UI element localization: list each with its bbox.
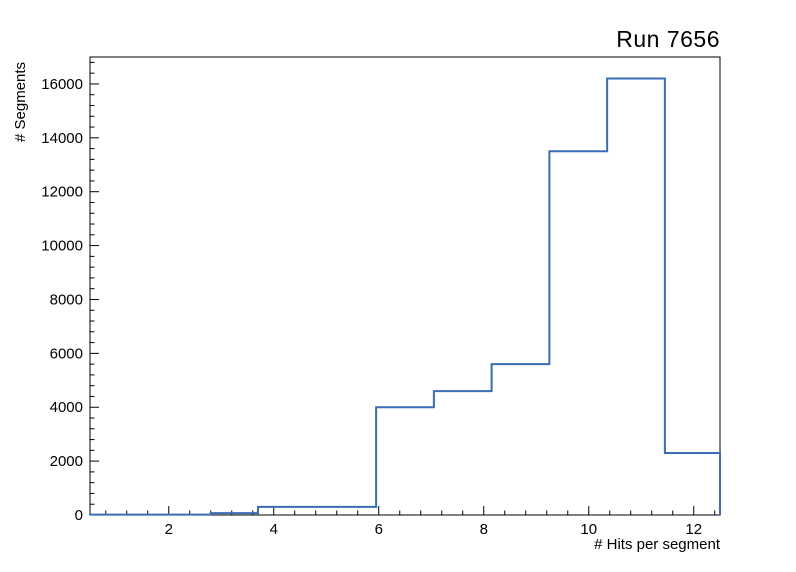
y-tick-label: 16000 xyxy=(41,76,83,93)
y-tick-label: 10000 xyxy=(41,238,83,255)
x-tick-label: 4 xyxy=(270,521,278,538)
x-axis-title: # Hits per segment xyxy=(594,536,720,553)
y-tick-label: 2000 xyxy=(50,453,83,470)
y-tick-label: 12000 xyxy=(41,184,83,201)
x-tick-label: 12 xyxy=(685,521,702,538)
chart-title: Run 7656 xyxy=(616,26,720,52)
x-tick-label: 10 xyxy=(580,521,597,538)
y-tick-label: 4000 xyxy=(50,399,83,416)
y-tick-label: 6000 xyxy=(50,345,83,362)
y-tick-label: 0 xyxy=(75,507,83,524)
x-tick-label: 2 xyxy=(165,521,173,538)
y-tick-label: 8000 xyxy=(50,291,83,308)
y-axis-title: # Segments xyxy=(12,61,29,142)
histogram-line xyxy=(89,77,721,516)
y-tick-label: 14000 xyxy=(41,130,83,147)
x-tick-label: 6 xyxy=(375,521,383,538)
plot-frame xyxy=(89,56,721,516)
x-tick-label: 8 xyxy=(480,521,488,538)
